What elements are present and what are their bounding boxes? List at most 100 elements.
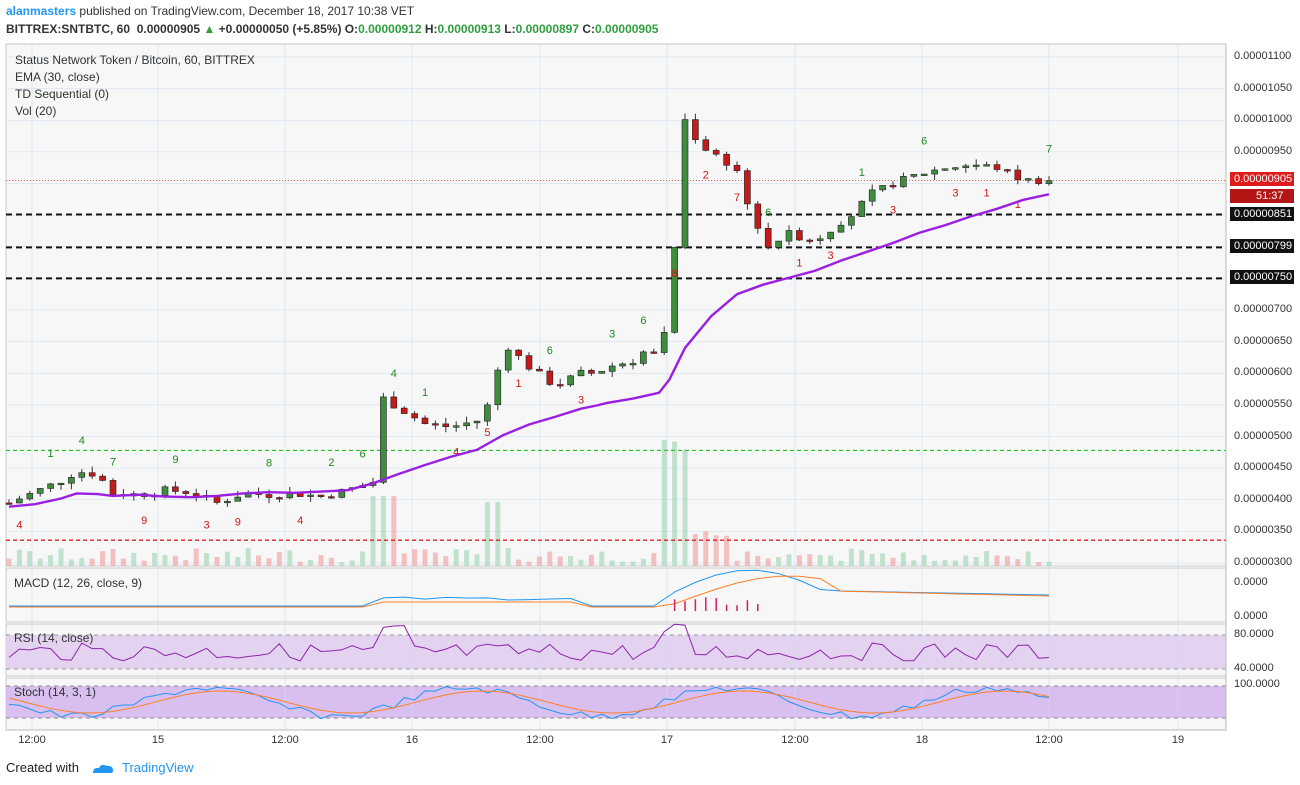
stoch-k-line <box>8 686 1050 720</box>
last-price-box: 0.00000905 <box>1230 172 1294 186</box>
td-count-label: 3 <box>204 520 210 532</box>
author-link[interactable]: alanmasters <box>6 4 77 18</box>
candle-body <box>816 238 824 241</box>
candle-body <box>504 349 512 371</box>
candle-body <box>452 425 460 428</box>
x-tick-label: 12:00 <box>526 734 554 746</box>
volume-bar <box>880 553 886 566</box>
y-tick-label: 0.00000550 <box>1234 397 1293 410</box>
candle-body <box>941 168 949 171</box>
volume-bar <box>391 496 397 566</box>
volume-bar <box>235 556 241 566</box>
candle-body <box>598 371 606 374</box>
candle-body <box>785 230 793 242</box>
candle-body <box>390 396 398 409</box>
volume-bar <box>755 555 761 566</box>
volume-bar <box>672 441 678 566</box>
candle-body <box>68 477 75 484</box>
volume-bar <box>828 555 834 566</box>
candle-body <box>712 150 720 155</box>
candle-body <box>764 228 772 248</box>
volume-bar <box>193 548 199 566</box>
volume-bar <box>536 556 542 566</box>
td-count-label: 2 <box>703 170 709 182</box>
td-count-label: 1 <box>48 448 54 460</box>
candle-body <box>484 404 491 422</box>
price-change: +0.00000050 (+5.85%) <box>218 22 342 36</box>
volume-bar <box>432 552 438 566</box>
volume-bar <box>682 449 688 566</box>
candle-body <box>317 494 325 497</box>
candle-body <box>837 224 845 233</box>
h-label: H: <box>424 22 438 36</box>
candle-body <box>276 497 283 500</box>
candle-body <box>546 370 554 385</box>
candle-body <box>567 375 574 386</box>
volume-bar <box>37 558 43 566</box>
chart-title: Status Network Token / Bitcoin, 60, BITT… <box>15 53 255 67</box>
td-count-label: 9 <box>235 516 241 528</box>
volume-bar <box>765 558 771 566</box>
candle-body <box>556 384 564 387</box>
candle-body <box>16 498 23 504</box>
volume-bar <box>505 548 511 566</box>
volume-bar <box>287 550 293 566</box>
rsi-label: RSI (14, close) <box>14 631 94 645</box>
td-count-label: 3 <box>828 250 834 262</box>
y-tick-label: 0.00000400 <box>1234 492 1293 505</box>
candle-body <box>702 139 710 151</box>
candle-body <box>88 472 96 477</box>
volume-bar <box>869 554 875 566</box>
volume-bar <box>360 551 366 566</box>
volume-bar <box>921 555 927 566</box>
candle-body <box>265 494 273 498</box>
x-tick-label: 12:00 <box>271 734 299 746</box>
y-tick-label: 0.00000650 <box>1234 334 1293 347</box>
candle-body <box>660 332 668 353</box>
volume-bar <box>27 551 33 566</box>
candle-body <box>733 164 741 171</box>
candle-body <box>608 365 616 372</box>
candle-body <box>692 119 699 141</box>
td-count-label: 5 <box>484 427 490 439</box>
td-count-label: 1 <box>984 187 990 199</box>
volume-bar <box>131 552 137 566</box>
volume-bar <box>120 558 126 566</box>
td-count-label: 6 <box>360 448 366 460</box>
volume-bar <box>516 559 522 566</box>
countdown-box: 51:37 <box>1230 189 1294 203</box>
candle-body <box>411 413 418 419</box>
td-count-label: 3 <box>609 329 615 341</box>
y-tick-label: 0.00000350 <box>1234 524 1293 537</box>
volume-bar <box>817 555 823 566</box>
x-tick-label: 12:00 <box>18 734 46 746</box>
td-count-label: 4 <box>79 435 85 447</box>
candle-body <box>26 493 34 500</box>
y-tick-label: 0.00000300 <box>1234 556 1293 568</box>
y-tick-label: 0.00001000 <box>1234 113 1293 126</box>
td-legend: TD Sequential (0) <box>15 87 110 101</box>
footer: Created with TradingView <box>6 760 194 775</box>
volume-bar <box>48 555 54 566</box>
volume-bar <box>484 502 490 566</box>
candle-body <box>629 363 637 366</box>
volume-bar <box>609 560 615 566</box>
td-count-label: 3 <box>578 394 584 406</box>
horizontal-levels <box>6 179 1226 541</box>
volume-bar <box>848 548 854 566</box>
volume-bar <box>547 551 553 566</box>
tradingview-link[interactable]: TradingView <box>122 760 194 775</box>
sub-tick-label: 100.0000 <box>1234 678 1280 690</box>
candle-body <box>224 500 231 504</box>
candle-body <box>920 173 928 176</box>
last-price: 0.00000905 <box>136 22 201 36</box>
volume-bar <box>6 558 12 566</box>
candle-body <box>754 203 762 229</box>
candle-body <box>848 216 855 226</box>
x-tick-label: 15 <box>151 734 165 746</box>
ema-legend: EMA (30, close) <box>15 70 100 84</box>
candle-body <box>5 502 13 505</box>
volume-bar <box>588 554 594 566</box>
symbol: BITTREX:SNTBTC, 60 <box>6 22 131 36</box>
